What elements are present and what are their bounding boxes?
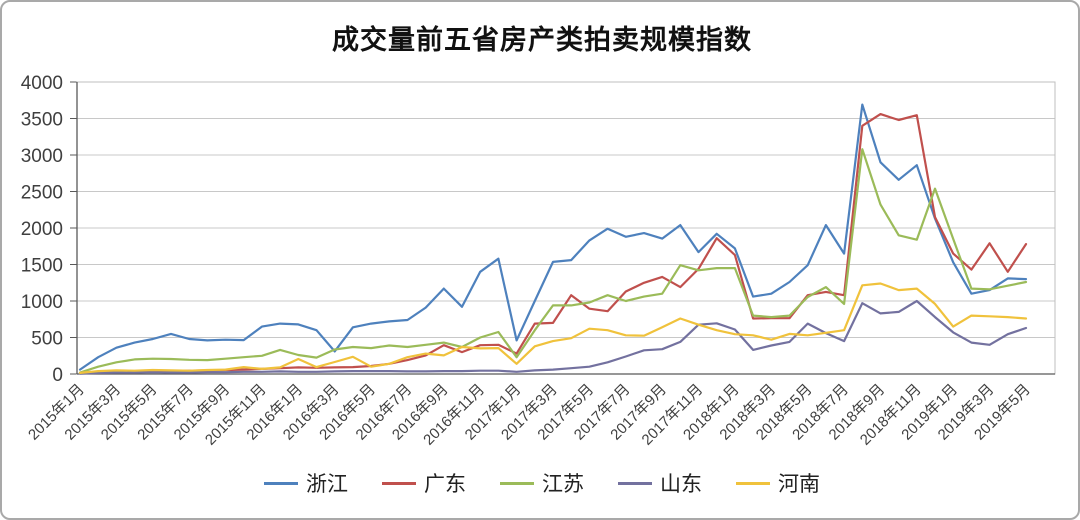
legend-swatch [382, 481, 416, 485]
legend-item: 浙江 [264, 468, 348, 498]
y-axis-tick-label: 2000 [21, 219, 63, 240]
y-axis-tick-label: 500 [31, 329, 63, 350]
legend-label: 广东 [424, 473, 466, 496]
chart-title: 成交量前五省房产类拍卖规模指数 [332, 25, 752, 55]
y-axis-tick-label: 2500 [21, 183, 63, 204]
chart-legend: 浙江 广东 江苏 山东 河南 [2, 468, 1078, 498]
legend-item: 江苏 [500, 468, 584, 498]
legend-label: 浙江 [306, 473, 348, 496]
line-chart-canvas: 050010001500200025003000350040002015年1月2… [21, 73, 1056, 449]
series-line [78, 112, 1028, 375]
legend-swatch [500, 481, 534, 485]
legend-item: 河南 [736, 468, 820, 498]
y-axis-tick-label: 1000 [21, 292, 63, 313]
legend-swatch [736, 481, 770, 485]
series-line [78, 299, 1028, 375]
y-axis-tick-label: 0 [52, 365, 63, 386]
series-line [78, 148, 1028, 374]
legend-label: 山东 [660, 473, 702, 496]
legend-swatch [264, 481, 298, 485]
y-axis-tick-label: 3000 [21, 146, 63, 167]
series-line [78, 103, 1028, 371]
legend-item: 广东 [382, 468, 466, 498]
y-axis-tick-label: 1500 [21, 256, 63, 277]
y-axis-tick-label: 3500 [21, 110, 63, 131]
legend-label: 江苏 [542, 473, 584, 496]
series-line [78, 282, 1028, 374]
legend-label: 河南 [778, 473, 820, 496]
y-axis-tick-label: 4000 [21, 73, 63, 94]
legend-swatch [618, 481, 652, 485]
legend-item: 山东 [618, 468, 702, 498]
